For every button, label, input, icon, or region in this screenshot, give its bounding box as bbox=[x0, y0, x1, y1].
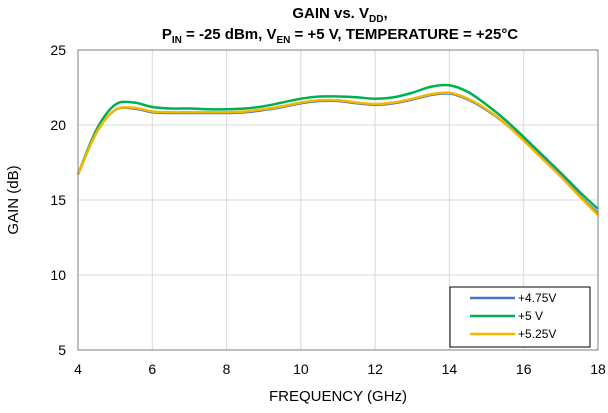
y-axis-label: GAIN (dB) bbox=[5, 165, 22, 234]
series-lines bbox=[76, 83, 599, 216]
x-tick-label: 12 bbox=[367, 361, 383, 377]
x-tick-label: 4 bbox=[74, 361, 82, 377]
series-line bbox=[76, 83, 599, 210]
title-line2-part: = -25 dBm, V bbox=[182, 26, 277, 43]
title-line2-part: EN bbox=[276, 35, 290, 46]
plot-area-border bbox=[77, 49, 599, 351]
x-tick-labels: 4 6 8 10 12 14 16 18 bbox=[74, 361, 606, 377]
x-tick-label: 6 bbox=[148, 361, 156, 377]
legend-label: +4.75V bbox=[518, 291, 556, 305]
x-axis-label: FREQUENCY (GHz) bbox=[269, 388, 407, 405]
series-line bbox=[76, 91, 599, 216]
y-tick-label: 15 bbox=[50, 192, 66, 208]
x-tick-label: 8 bbox=[223, 361, 231, 377]
y-tick-labels: 5 10 15 20 25 bbox=[50, 42, 66, 358]
x-tick-label: 18 bbox=[590, 361, 606, 377]
y-tick-label: 20 bbox=[50, 117, 66, 133]
chart-title-line2: PIN = -25 dBm, VEN = +5 V, TEMPERATURE =… bbox=[162, 26, 518, 46]
x-tick-label: 16 bbox=[516, 361, 532, 377]
y-tick-label: 10 bbox=[50, 267, 66, 283]
legend-label: +5 V bbox=[518, 309, 543, 323]
legend: +4.75V +5 V +5.25V bbox=[449, 286, 591, 348]
title-line1-sub: DD bbox=[369, 14, 383, 25]
title-line2-part: = +5 V, TEMPERATURE = +25°C bbox=[290, 26, 518, 43]
y-tick-label: 5 bbox=[58, 342, 66, 358]
y-tick-label: 25 bbox=[50, 42, 66, 58]
title-line1-tail: , bbox=[383, 5, 387, 22]
title-line2-part: IN bbox=[172, 35, 182, 46]
title-line1-main: GAIN vs. V bbox=[292, 5, 369, 22]
legend-label: +5.25V bbox=[518, 327, 556, 341]
x-tick-label: 14 bbox=[442, 361, 458, 377]
title-line2-part: P bbox=[162, 26, 172, 43]
x-tick-label: 10 bbox=[293, 361, 309, 377]
chart-title-line1: GAIN vs. VDD, bbox=[292, 5, 387, 25]
